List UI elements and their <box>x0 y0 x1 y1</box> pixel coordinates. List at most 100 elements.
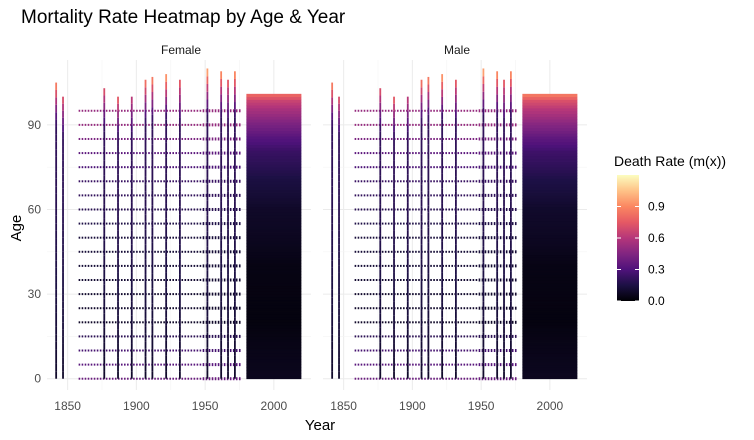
heat-cell <box>144 296 147 304</box>
heat-cell <box>418 321 420 324</box>
heat-cell <box>522 153 578 157</box>
heat-cell <box>117 329 119 337</box>
heat-cell <box>165 363 168 372</box>
heat-cell <box>372 208 375 211</box>
heat-cell <box>179 333 181 342</box>
heat-cell <box>439 250 441 253</box>
heat-cell <box>469 137 472 140</box>
heat-cell <box>99 321 102 324</box>
heat-cell <box>331 82 334 90</box>
heat-cell <box>445 250 447 253</box>
heat-cell <box>78 109 81 112</box>
heat-cell <box>179 326 181 334</box>
heat-cell <box>220 171 223 179</box>
heat-cell <box>206 83 209 92</box>
heat-cell <box>62 124 64 132</box>
heat-cell <box>406 329 409 337</box>
heat-cell <box>420 147 423 155</box>
heat-cell <box>496 86 499 95</box>
heat-cell <box>205 179 208 183</box>
heat-cell <box>406 123 408 126</box>
heat-cell <box>139 335 141 338</box>
heat-cell <box>220 209 223 218</box>
heat-cell <box>436 208 438 211</box>
heat-cell <box>87 307 90 310</box>
heat-cell <box>430 166 432 169</box>
heat-cell <box>418 236 420 239</box>
heat-cell <box>409 250 411 253</box>
heat-cell <box>130 280 133 288</box>
heat-cell <box>175 123 178 126</box>
heat-cell <box>522 257 578 261</box>
heat-cell <box>246 333 302 337</box>
heat-cell <box>227 266 229 275</box>
heat-cell <box>103 204 106 212</box>
heat-cell <box>151 167 154 176</box>
heat-cell <box>379 160 382 169</box>
heat-cell <box>366 307 369 310</box>
heat-cell <box>463 307 466 310</box>
heat-cell <box>357 349 360 352</box>
heat-cell <box>187 109 190 112</box>
heat-cell <box>505 264 508 268</box>
heat-cell <box>503 274 505 282</box>
heat-cell <box>136 377 138 380</box>
heat-cell <box>193 321 196 324</box>
heat-cell <box>229 363 232 367</box>
heat-cell <box>508 250 511 254</box>
heat-cell <box>406 335 408 338</box>
heat-cell <box>448 152 450 155</box>
heat-cell <box>484 320 487 324</box>
heat-cell <box>466 152 469 155</box>
heat-cell <box>469 152 472 155</box>
heat-cell <box>179 184 181 192</box>
heat-cell <box>165 211 168 219</box>
heat-cell <box>354 377 357 380</box>
heat-cell <box>379 327 382 336</box>
heat-cell <box>211 222 214 226</box>
heat-cell <box>148 236 150 239</box>
heat-cell <box>409 335 411 338</box>
heat-cell <box>427 114 430 123</box>
heat-cell <box>127 208 129 211</box>
heat-cell <box>154 377 156 380</box>
heat-cell <box>390 137 393 140</box>
heat-cell <box>81 180 84 183</box>
heat-cell <box>396 208 399 211</box>
heat-cell <box>406 287 409 295</box>
heat-cell <box>179 348 181 357</box>
heat-cell <box>338 308 340 316</box>
heat-cell <box>372 264 375 267</box>
heat-cell <box>522 226 578 230</box>
heat-cell <box>510 117 512 126</box>
heat-cell <box>481 306 484 310</box>
heat-cell <box>496 317 499 325</box>
heat-cell <box>363 137 366 140</box>
heat-cell <box>130 377 132 380</box>
heat-cell <box>384 152 387 155</box>
heat-cell <box>96 279 99 281</box>
heat-cell <box>522 296 578 301</box>
heat-cell <box>103 356 106 365</box>
heat-cell <box>406 272 409 280</box>
heat-cell <box>130 301 133 309</box>
heat-cell <box>409 321 411 324</box>
heat-cell <box>130 308 133 316</box>
heat-cell <box>436 236 438 239</box>
heat-cell <box>130 321 132 324</box>
heat-cell <box>403 363 405 366</box>
heat-cell <box>406 279 408 281</box>
heat-cell <box>99 109 102 112</box>
heat-cell <box>484 179 487 183</box>
heat-cell <box>144 79 147 88</box>
heat-cell <box>90 109 93 112</box>
heat-cell <box>357 222 360 225</box>
heat-cell <box>427 310 430 319</box>
heat-cell <box>445 363 447 366</box>
heat-cell <box>406 195 409 203</box>
heat-cell <box>81 279 84 281</box>
heat-cell <box>499 278 502 282</box>
heat-cell <box>457 321 460 324</box>
heat-cell <box>472 307 475 310</box>
heat-cell <box>130 363 132 366</box>
